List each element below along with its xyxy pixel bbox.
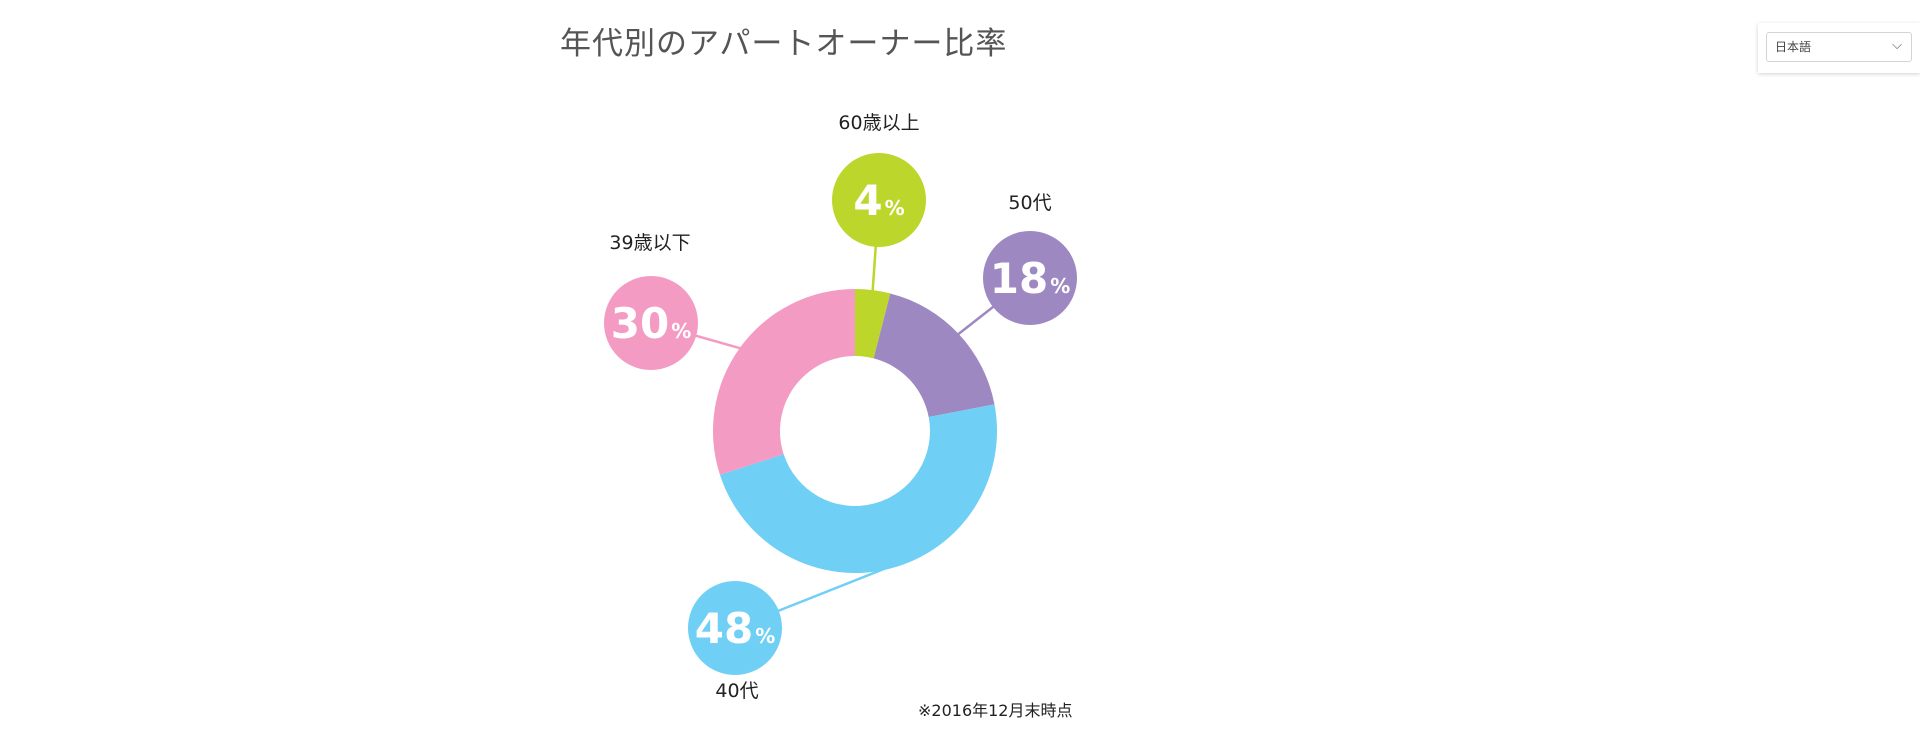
data-label-value-1: 4 — [853, 176, 882, 225]
page-title: 年代別のアパートオーナー比率 — [560, 26, 1008, 62]
data-label-unit-1: % — [885, 196, 905, 220]
data-label-unit-4: % — [671, 319, 691, 343]
language-panel: 日本語 ⌵ — [1758, 23, 1920, 73]
category-label-3: 40代 — [715, 680, 759, 702]
data-label-value-4: 30 — [611, 299, 669, 348]
chevron-down-icon: ⌵ — [1892, 38, 1902, 53]
donut-slice-3 — [719, 404, 998, 574]
value-bubble-3 — [688, 581, 782, 675]
data-label-3: 48% — [695, 604, 776, 653]
donut-slice-2 — [873, 293, 995, 417]
category-label-4: 39歳以下 — [609, 232, 691, 254]
data-label-unit-3: % — [755, 624, 775, 648]
value-bubble-4 — [604, 276, 698, 370]
data-label-value-2: 18 — [990, 254, 1048, 303]
data-label-unit-2: % — [1050, 274, 1070, 298]
category-label-1: 60歳以上 — [838, 112, 920, 134]
category-label-2: 50代 — [1008, 192, 1052, 214]
value-bubble-1 — [832, 153, 926, 247]
chart-footnote: ※2016年12月末時点 — [918, 701, 1073, 720]
donut-slice-4 — [712, 289, 855, 475]
data-label-4: 30% — [611, 299, 692, 348]
data-label-2: 18% — [990, 254, 1071, 303]
language-select[interactable]: 日本語 ⌵ — [1766, 32, 1912, 62]
donut-slice-1 — [855, 289, 891, 359]
data-label-value-3: 48 — [695, 604, 753, 653]
value-bubble-2 — [983, 231, 1077, 325]
language-select-value: 日本語 — [1775, 40, 1812, 54]
data-label-1: 4% — [853, 176, 904, 225]
